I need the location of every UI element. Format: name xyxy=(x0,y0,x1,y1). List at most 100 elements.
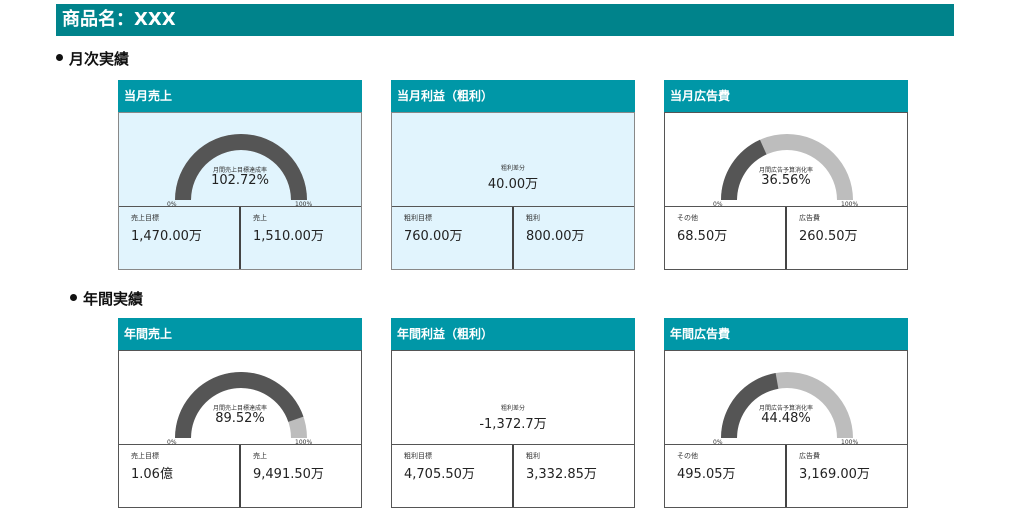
card-body: 月間売上目標達成率 102.72% 0% 100% 売上目標 1,470.00万… xyxy=(118,112,362,270)
bullet-icon xyxy=(70,294,77,301)
metric-cell: 売上目標 1,470.00万 xyxy=(119,207,239,269)
summary-caption: 粗利差分 xyxy=(500,405,525,412)
metric-value: 260.50万 xyxy=(799,229,858,244)
gauge: 月間売上目標達成率 89.52% 0% 100% xyxy=(119,351,361,446)
metric-label: 売上 xyxy=(253,214,267,222)
card-title: 年間利益（粗利） xyxy=(391,318,635,350)
metric-cell: 粗利目標 4,705.50万 xyxy=(392,445,512,507)
metric-value: 1.06億 xyxy=(131,467,173,482)
section-monthly-label: 月次実績 xyxy=(69,50,130,68)
card-monthly-sales: 当月売上 月間売上目標達成率 102.72% 0% 100% 売上目標 1,47… xyxy=(118,80,362,270)
metric-label: 売上目標 xyxy=(131,214,159,222)
gauge-chart xyxy=(175,134,307,200)
metric-label: 広告費 xyxy=(799,452,820,460)
gauge-min-label: 0% xyxy=(167,439,177,446)
gauge: 月間広告予算消化率 36.56% 0% 100% xyxy=(665,113,907,208)
metric-value: 800.00万 xyxy=(526,229,585,244)
gauge-max-label: 100% xyxy=(841,201,859,208)
metric-label: その他 xyxy=(677,452,698,460)
gauge-caption: 月間売上目標達成率 xyxy=(212,167,267,174)
card-monthly-profit: 当月利益（粗利） 粗利差分 40.00万 粗利目標 760.00万 粗利 800… xyxy=(391,80,635,270)
gauge-min-label: 0% xyxy=(713,201,723,208)
metric-cell: 粗利 3,332.85万 xyxy=(512,445,634,507)
metric-label: 粗利目標 xyxy=(404,452,432,460)
gauge-fill xyxy=(175,372,304,438)
metric-value: 1,470.00万 xyxy=(131,229,202,244)
gauge: 月間広告予算消化率 44.48% 0% 100% xyxy=(665,351,907,446)
metric-cells: その他 68.50万 広告費 260.50万 xyxy=(665,206,907,269)
gauge-chart xyxy=(721,134,853,200)
card-body: 月間広告予算消化率 44.48% 0% 100% その他 495.05万 広告費… xyxy=(664,350,908,508)
metric-value: 68.50万 xyxy=(677,229,728,244)
card-title: 当月利益（粗利） xyxy=(391,80,635,112)
card-title: 当月売上 xyxy=(118,80,362,112)
gauge-value: 102.72% xyxy=(211,173,269,188)
gauge-fill xyxy=(721,139,767,200)
card-title: 年間売上 xyxy=(118,318,362,350)
metric-label: 粗利 xyxy=(526,452,540,460)
metric-label: 売上目標 xyxy=(131,452,159,460)
section-monthly: 月次実績 xyxy=(56,48,129,69)
metric-label: その他 xyxy=(677,214,698,222)
gauge-max-label: 100% xyxy=(295,201,313,208)
gauge-min-label: 0% xyxy=(167,201,177,208)
metric-label: 粗利目標 xyxy=(404,214,432,222)
metric-label: 売上 xyxy=(253,452,267,460)
gauge-chart xyxy=(721,372,853,438)
section-annual: 年間実績 xyxy=(70,288,143,309)
gauge-max-label: 100% xyxy=(841,439,859,446)
metric-cell: 粗利 800.00万 xyxy=(512,207,634,269)
metric-label: 広告費 xyxy=(799,214,820,222)
gauge-fill xyxy=(721,372,779,438)
metric-cell: 広告費 3,169.00万 xyxy=(785,445,907,507)
metric-value: 495.05万 xyxy=(677,467,736,482)
gauge-value: 44.48% xyxy=(761,411,811,426)
metric-cell: 売上 9,491.50万 xyxy=(239,445,361,507)
gauge-caption: 月間広告予算消化率 xyxy=(758,167,813,174)
metric-value: 3,169.00万 xyxy=(799,467,870,482)
metric-cell: 売上 1,510.00万 xyxy=(239,207,361,269)
card-body: 月間売上目標達成率 89.52% 0% 100% 売上目標 1.06億 売上 9… xyxy=(118,350,362,508)
metric-cell: その他 495.05万 xyxy=(665,445,785,507)
metric-cell: 売上目標 1.06億 xyxy=(119,445,239,507)
summary-area: 粗利差分 40.00万 xyxy=(392,113,634,208)
card-annual-ads: 年間広告費 月間広告予算消化率 44.48% 0% 100% その他 495.0… xyxy=(664,318,908,508)
card-body: 粗利差分 40.00万 粗利目標 760.00万 粗利 800.00万 xyxy=(391,112,635,270)
gauge-max-label: 100% xyxy=(295,439,313,446)
card-annual-sales: 年間売上 月間売上目標達成率 89.52% 0% 100% 売上目標 1.06億… xyxy=(118,318,362,508)
metric-cell: 粗利目標 760.00万 xyxy=(392,207,512,269)
gauge-fill xyxy=(175,134,307,200)
gauge-caption: 月間売上目標達成率 xyxy=(212,405,267,412)
summary-area: 粗利差分 -1,372.7万 xyxy=(392,351,634,446)
card-title: 当月広告費 xyxy=(664,80,908,112)
card-monthly-ads: 当月広告費 月間広告予算消化率 36.56% 0% 100% その他 68.50… xyxy=(664,80,908,270)
card-body: 粗利差分 -1,372.7万 粗利目標 4,705.50万 粗利 3,332.8… xyxy=(391,350,635,508)
gauge-caption: 月間広告予算消化率 xyxy=(758,405,813,412)
gauge: 月間売上目標達成率 102.72% 0% 100% xyxy=(119,113,361,208)
metric-label: 粗利 xyxy=(526,214,540,222)
metric-cells: 売上目標 1.06億 売上 9,491.50万 xyxy=(119,444,361,507)
card-body: 月間広告予算消化率 36.56% 0% 100% その他 68.50万 広告費 … xyxy=(664,112,908,270)
gauge-value: 36.56% xyxy=(761,173,811,188)
card-title: 年間広告費 xyxy=(664,318,908,350)
gauge-value: 89.52% xyxy=(215,411,265,426)
metric-value: 3,332.85万 xyxy=(526,467,597,482)
summary-value: -1,372.7万 xyxy=(479,417,547,432)
metric-value: 9,491.50万 xyxy=(253,467,324,482)
summary-value: 40.00万 xyxy=(487,177,539,192)
card-annual-profit: 年間利益（粗利） 粗利差分 -1,372.7万 粗利目標 4,705.50万 粗… xyxy=(391,318,635,508)
metric-cells: 売上目標 1,470.00万 売上 1,510.00万 xyxy=(119,206,361,269)
gauge-min-label: 0% xyxy=(713,439,723,446)
metric-value: 760.00万 xyxy=(404,229,463,244)
metric-value: 1,510.00万 xyxy=(253,229,324,244)
metric-cell: その他 68.50万 xyxy=(665,207,785,269)
metric-cells: その他 495.05万 広告費 3,169.00万 xyxy=(665,444,907,507)
metric-cell: 広告費 260.50万 xyxy=(785,207,907,269)
metric-value: 4,705.50万 xyxy=(404,467,475,482)
summary-caption: 粗利差分 xyxy=(500,165,525,172)
metric-cells: 粗利目標 4,705.50万 粗利 3,332.85万 xyxy=(392,444,634,507)
gauge-chart xyxy=(175,372,307,438)
page-title: 商品名：XXX xyxy=(56,4,954,36)
bullet-icon xyxy=(56,54,63,61)
metric-cells: 粗利目標 760.00万 粗利 800.00万 xyxy=(392,206,634,269)
